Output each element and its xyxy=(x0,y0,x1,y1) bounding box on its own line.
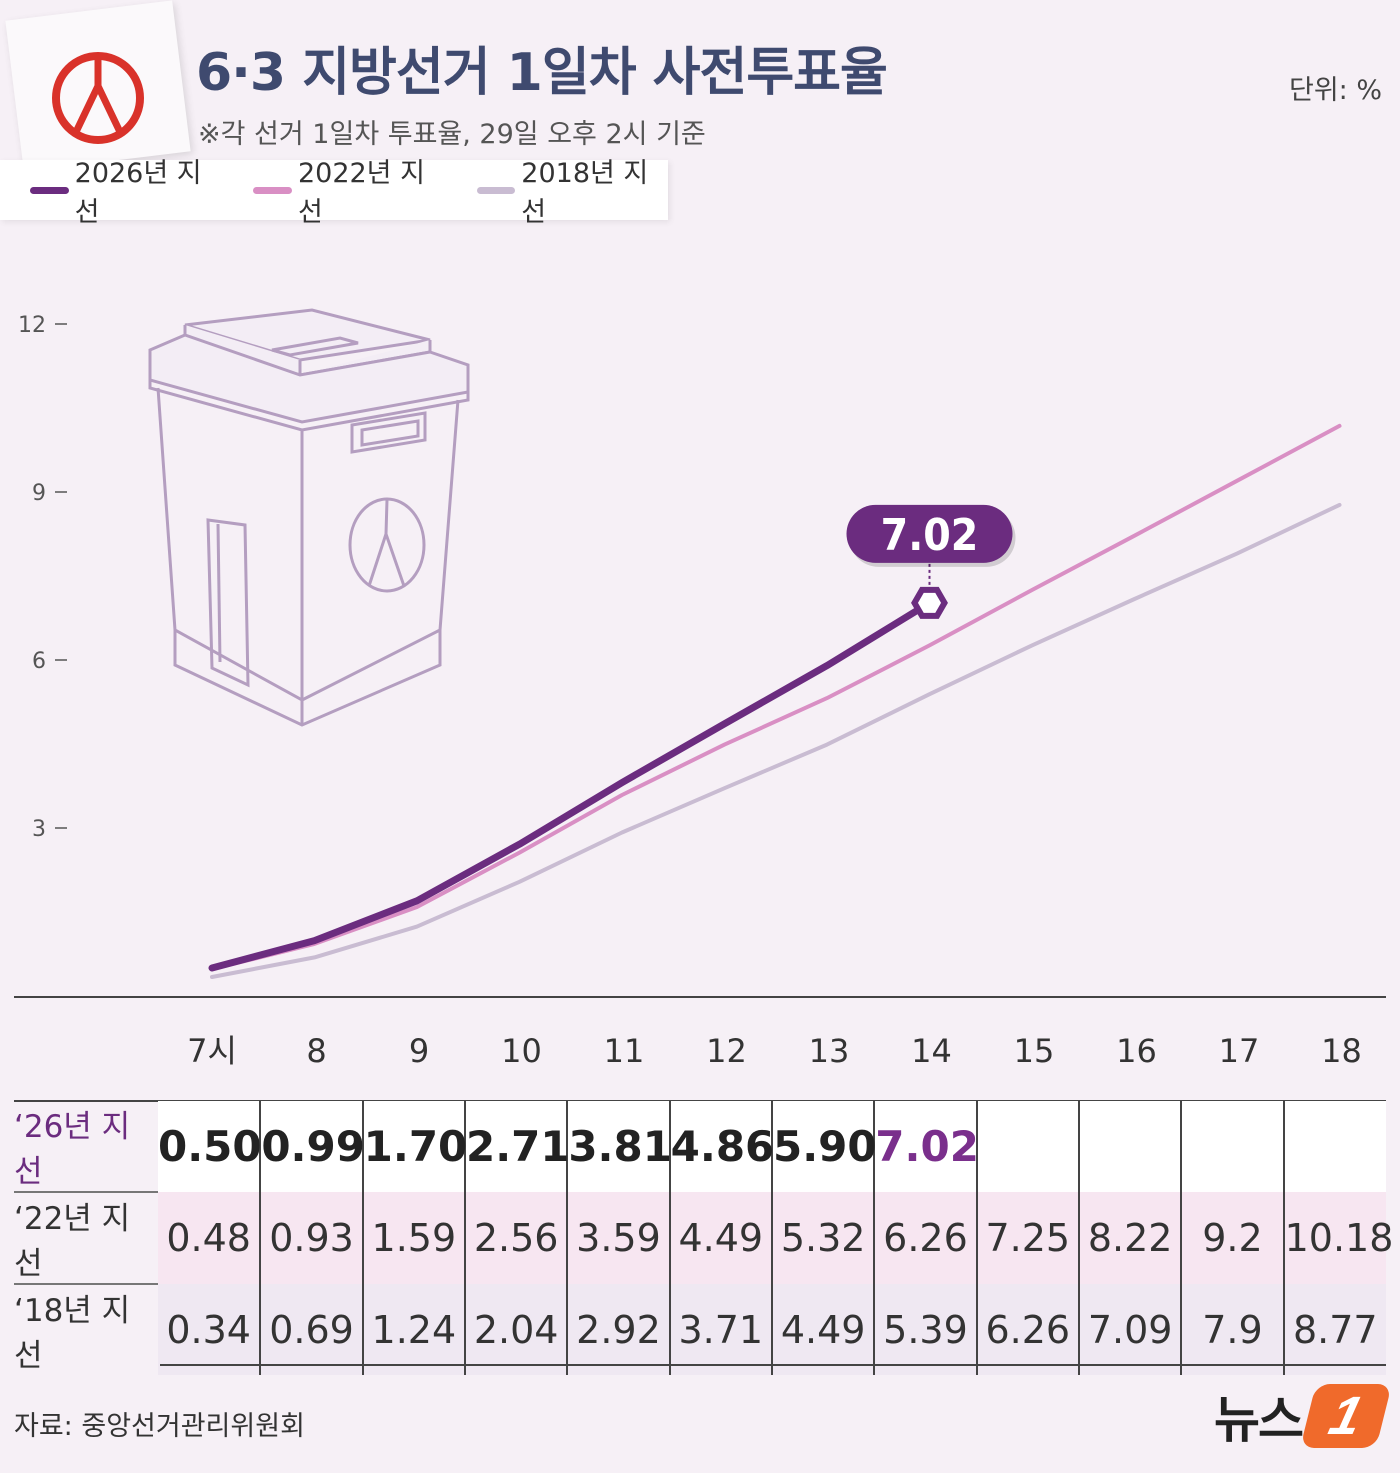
legend-item-2018: 2018년 지선 xyxy=(476,151,668,229)
table-cell: 6.26 xyxy=(975,1284,1079,1375)
table-cell: 8.77 xyxy=(1282,1284,1386,1375)
data-table: ‘26년 지선 0.50 0.99 1.70 2.71 3.81 4.86 5.90 7.02 ‘… xyxy=(14,1101,1393,1375)
table-cell: 4.86 xyxy=(668,1101,774,1192)
table-cell: 5.39 xyxy=(873,1284,977,1375)
legend-item-2022: 2022년 지선 xyxy=(253,151,444,229)
line-chart: 12 9 6 3 7시 8 9 10 11 12 13 14 15 16 17 18 7.02 xyxy=(14,308,1386,1070)
table-cell: 7.02 xyxy=(873,1101,979,1192)
table-cell xyxy=(1180,1101,1284,1192)
legend-label: 2026년 지선 xyxy=(74,158,202,228)
table-cell: 2.56 xyxy=(463,1192,568,1284)
table-cell: 0.50 xyxy=(158,1101,262,1192)
ballot-box-illustration xyxy=(148,308,470,727)
y-tick-label: 6 xyxy=(32,649,46,674)
table-cell: 8.22 xyxy=(1077,1192,1182,1284)
table-cell: 2.04 xyxy=(463,1284,568,1375)
table-cell: 0.48 xyxy=(158,1192,261,1284)
legend-item-2026: 2026년 지선 xyxy=(30,151,221,229)
page-title: 6·3 지방선거 1일차 사전투표율 xyxy=(196,43,888,103)
table-cell: 0.93 xyxy=(259,1192,363,1284)
table-cell: 0.69 xyxy=(259,1284,363,1375)
legend-swatch xyxy=(30,186,69,194)
legend: 2026년 지선 2022년 지선 2018년 지선 xyxy=(0,158,668,228)
callout-box xyxy=(846,504,1013,563)
table-cell: 5.90 xyxy=(770,1101,877,1192)
brand-badge: 1 xyxy=(1300,1384,1392,1448)
table-cell: 9.2 xyxy=(1180,1192,1284,1284)
legend-swatch xyxy=(253,186,292,194)
x-tick-label: 15 xyxy=(1014,1032,1055,1070)
table-cell: 2.71 xyxy=(463,1101,570,1192)
x-tick-label: 18 xyxy=(1321,1032,1362,1070)
callout-value: 7.02 xyxy=(881,510,979,561)
table-cell: 4.49 xyxy=(770,1284,875,1375)
y-tick-label: 3 xyxy=(32,817,46,842)
x-axis-labels: 7시 8 9 10 11 12 13 14 15 16 17 18 xyxy=(187,1032,1362,1070)
table-cell: 7.09 xyxy=(1077,1284,1182,1375)
table-row: ‘26년 지선 0.50 0.99 1.70 2.71 3.81 4.86 5.90 7.02 xyxy=(14,1101,1386,1193)
legend-swatch xyxy=(476,186,516,194)
table-bottom-rule xyxy=(160,1364,1386,1366)
table-cell: 1.59 xyxy=(361,1192,465,1284)
table-cell: 0.34 xyxy=(158,1284,261,1375)
x-tick-label: 7시 xyxy=(187,1032,237,1070)
series-layer xyxy=(208,423,1342,979)
x-tick-label: 11 xyxy=(604,1032,645,1070)
callout-marker xyxy=(911,586,948,619)
legend-label: 2022년 지선 xyxy=(297,158,425,228)
table-cell: 1.70 xyxy=(361,1101,467,1192)
x-tick-label: 14 xyxy=(911,1032,952,1070)
table-cell: 6.26 xyxy=(873,1192,977,1284)
table-cell: 5.32 xyxy=(770,1192,875,1284)
ballot-stamp-icon xyxy=(52,52,144,144)
table-cell: 7.9 xyxy=(1180,1284,1284,1375)
table-row: ‘18년 지선 0.34 0.69 1.24 2.04 2.92 3.71 4.49 5.39 6… xyxy=(14,1284,1386,1375)
x-tick-label: 16 xyxy=(1116,1032,1157,1070)
table-cell: 7.25 xyxy=(975,1192,1079,1284)
table-cell: 3.59 xyxy=(566,1192,670,1284)
table-cell xyxy=(1077,1101,1182,1192)
page-subtitle: ※각 선거 1일차 투표율, 29일 오후 2시 기준 xyxy=(198,119,706,150)
x-tick-label: 12 xyxy=(706,1032,747,1070)
x-tick-label: 8 xyxy=(306,1032,326,1070)
series-line-2026년 지선 xyxy=(208,599,933,972)
table-cell: 1.24 xyxy=(361,1284,465,1375)
legend-label: 2018년 지선 xyxy=(521,158,649,228)
x-tick-label: 10 xyxy=(501,1032,542,1070)
x-tick-label: 17 xyxy=(1219,1032,1260,1070)
source-note: 자료: 중앙선거관리위원회 xyxy=(14,1411,305,1442)
y-tick-label: 12 xyxy=(18,313,46,338)
row-label: ‘26년 지선 xyxy=(14,1101,158,1193)
y-tick-label: 9 xyxy=(32,481,46,506)
y-axis: 12 9 6 3 xyxy=(18,313,67,842)
table-row: ‘22년 지선 0.48 0.93 1.59 2.56 3.59 4.49 5.32 6.26 7… xyxy=(14,1192,1393,1285)
series-line-2018년 지선 xyxy=(210,502,1342,979)
table-cell xyxy=(1282,1101,1386,1192)
callout: 7.02 xyxy=(846,504,1016,619)
table-cell: 10.18 xyxy=(1282,1192,1393,1284)
unit-label: 단위: % xyxy=(1288,75,1382,106)
series-line-2022년 지선 xyxy=(210,423,1342,972)
table-cell: 4.49 xyxy=(668,1192,772,1284)
row-label: ‘22년 지선 xyxy=(14,1192,158,1285)
x-tick-label: 13 xyxy=(809,1032,850,1070)
table-cell xyxy=(975,1101,1079,1192)
x-tick-label: 9 xyxy=(409,1032,429,1070)
brand-name: 뉴스 xyxy=(1214,1391,1304,1449)
table-cell: 2.92 xyxy=(566,1284,670,1375)
table-cell: 0.99 xyxy=(259,1101,365,1192)
row-label: ‘18년 지선 xyxy=(14,1293,131,1374)
brand-logo: 뉴스 1 xyxy=(1214,1380,1392,1452)
table-cell: 3.71 xyxy=(668,1284,772,1375)
table-cell: 3.81 xyxy=(566,1101,672,1192)
